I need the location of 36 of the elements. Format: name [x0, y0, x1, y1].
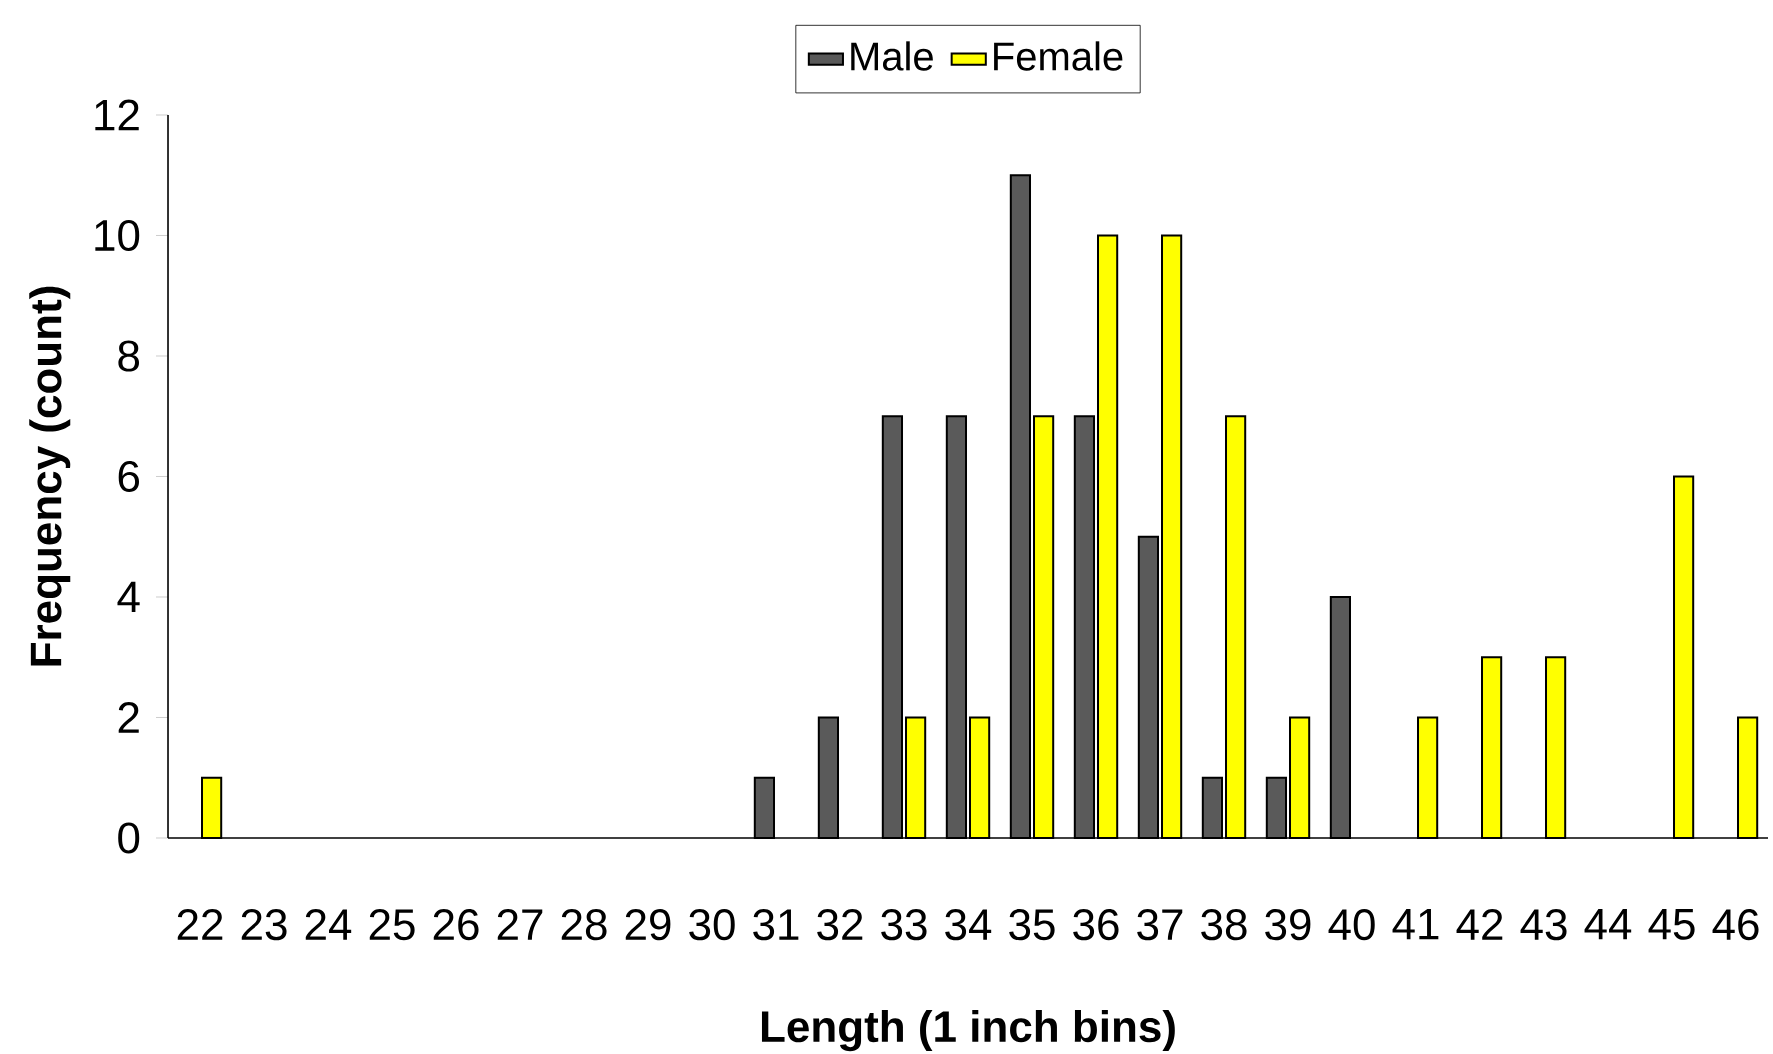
legend-label: Male: [851, 41, 933, 71]
x-tick-label: 22: [177, 909, 223, 940]
x-tick-label: 41: [1392, 909, 1439, 940]
y-tick-label: 6: [118, 460, 140, 493]
legend-label: Female: [994, 41, 1123, 71]
x-tick-label: 35: [1009, 909, 1055, 941]
x-tick-label: 31: [753, 909, 799, 941]
y-tick-label: 12: [95, 99, 139, 131]
y-axis-title: Frequency (count): [29, 286, 71, 666]
x-tick-label: 32: [817, 909, 863, 941]
x-tick-label: 24: [305, 909, 352, 940]
x-tick-label: 38: [1201, 909, 1247, 941]
x-tick-label: 34: [945, 909, 992, 941]
y-tick-label: 4: [117, 581, 140, 613]
x-tick-label: 30: [689, 909, 735, 941]
x-tick-label: 46: [1712, 909, 1759, 941]
x-tick-label: 37: [1137, 909, 1183, 941]
x-tick-label: 28: [561, 909, 607, 941]
x-tick-label: 27: [497, 909, 543, 940]
x-tick-label: 40: [1328, 909, 1375, 941]
x-tick-label: 39: [1265, 909, 1311, 941]
y-tick-label: 10: [95, 219, 140, 252]
x-tick-label: 29: [625, 909, 671, 941]
x-tick-label: 45: [1648, 909, 1695, 940]
y-tick-label: 8: [118, 340, 140, 372]
y-tick-label: 2: [118, 702, 139, 733]
x-tick-label: 44: [1584, 909, 1632, 940]
x-tick-label: 23: [241, 909, 287, 941]
x-axis-title: Length (1 inch bins): [761, 1009, 1175, 1052]
y-tick-label: 0: [118, 822, 140, 854]
x-tick-label: 25: [369, 909, 415, 941]
x-tick-label: 26: [433, 909, 479, 941]
x-tick-label: 43: [1520, 909, 1567, 941]
x-tick-label: 36: [1073, 909, 1119, 941]
x-tick-label: 42: [1456, 909, 1503, 940]
x-tick-label: 33: [881, 909, 927, 941]
